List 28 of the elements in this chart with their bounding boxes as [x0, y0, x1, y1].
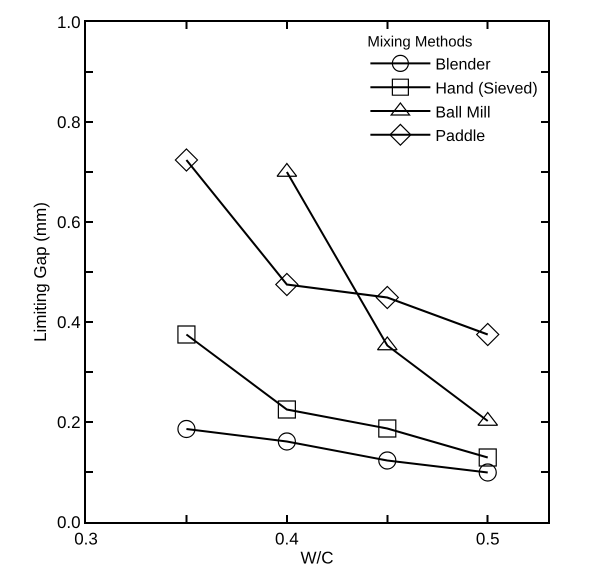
legend-label: Ball Mill	[435, 104, 491, 122]
y-axis-title: Limiting Gap (mm)	[31, 202, 50, 342]
point	[174, 148, 198, 172]
y-tick-label: 0.8	[56, 112, 81, 132]
point	[376, 286, 399, 310]
x-axis-title: W/C	[300, 548, 334, 568]
point	[378, 419, 396, 438]
point	[275, 272, 299, 296]
x-tick-label: 0.5	[476, 529, 500, 548]
x-tick-label: 0.3	[74, 529, 98, 548]
point	[278, 400, 296, 419]
y-tick-label: 0.0	[56, 512, 81, 532]
legend-label: Blender	[435, 56, 492, 74]
point	[177, 420, 196, 438]
point	[478, 448, 497, 467]
point	[476, 322, 500, 346]
point	[278, 432, 296, 451]
y-tick-label: 0.4	[56, 312, 81, 332]
point	[177, 325, 196, 344]
point	[478, 463, 497, 482]
legend-label: Hand (Sieved)	[435, 80, 538, 98]
y-tick-label: 0.6	[56, 212, 81, 232]
x-tick-label: 0.4	[275, 529, 299, 548]
y-tick-label: 0.2	[56, 412, 81, 432]
legend-title: Mixing Methods	[367, 34, 472, 50]
point	[378, 451, 396, 470]
y-tick-label: 1.0	[56, 12, 81, 32]
legend-label: Paddle	[435, 128, 486, 146]
